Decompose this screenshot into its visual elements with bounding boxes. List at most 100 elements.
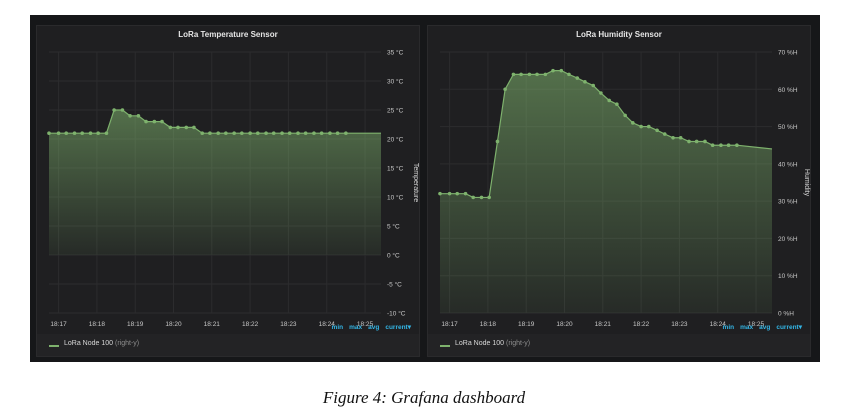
y-tick-label: 30 %H bbox=[778, 199, 798, 206]
x-tick-label: 18:17 bbox=[50, 321, 67, 328]
data-point bbox=[280, 131, 284, 135]
stat-current[interactable]: current▾ bbox=[385, 324, 411, 331]
stat-current[interactable]: current▾ bbox=[776, 324, 802, 331]
data-point bbox=[463, 191, 468, 196]
legend: LoRa Node 100 (right-y) bbox=[428, 334, 810, 356]
data-point bbox=[104, 131, 109, 135]
data-point bbox=[583, 80, 587, 84]
legend-stats: min max avg current▾ bbox=[717, 323, 802, 331]
x-tick-label: 18:20 bbox=[165, 321, 182, 328]
data-point bbox=[192, 125, 196, 130]
data-point bbox=[671, 135, 675, 140]
y-tick-label: 10 °C bbox=[387, 194, 404, 202]
x-tick-label: 18:24 bbox=[319, 321, 336, 328]
data-point bbox=[735, 143, 739, 148]
stat-max[interactable]: max bbox=[349, 324, 363, 331]
y-tick-label: 70 %H bbox=[778, 50, 798, 57]
data-point bbox=[646, 124, 651, 129]
data-point bbox=[438, 191, 442, 196]
data-point bbox=[487, 195, 491, 200]
legend-axis: (right-y) bbox=[115, 340, 140, 347]
data-point bbox=[479, 195, 484, 200]
y-tick-label: 35 °C bbox=[387, 49, 404, 57]
data-point bbox=[655, 128, 659, 133]
y-tick-label: 25 °C bbox=[387, 107, 404, 115]
x-tick-label: 18:21 bbox=[204, 321, 221, 328]
data-point bbox=[88, 131, 93, 135]
x-tick-label: 18:19 bbox=[127, 321, 144, 328]
x-tick-label: 18:22 bbox=[242, 321, 259, 328]
x-tick-label: 18:24 bbox=[710, 321, 727, 328]
data-point bbox=[455, 191, 460, 196]
data-point bbox=[240, 131, 244, 135]
data-point bbox=[136, 114, 141, 118]
data-point bbox=[551, 68, 555, 73]
data-point bbox=[335, 131, 340, 135]
stat-min[interactable]: min bbox=[722, 324, 735, 331]
x-tick-label: 18:23 bbox=[280, 321, 297, 328]
data-point bbox=[184, 125, 189, 130]
x-tick-label: 18:18 bbox=[89, 321, 106, 328]
data-point bbox=[120, 108, 125, 112]
stat-avg[interactable]: avg bbox=[759, 324, 771, 331]
data-point bbox=[615, 102, 619, 106]
data-point bbox=[96, 131, 100, 135]
y-tick-label: 5 °C bbox=[387, 223, 400, 231]
y-tick-label: 20 %H bbox=[778, 236, 798, 243]
x-tick-label: 18:23 bbox=[671, 321, 688, 328]
y-tick-label: 15 °C bbox=[387, 165, 404, 173]
panel-title[interactable]: LoRa Temperature Sensor bbox=[178, 30, 278, 39]
data-point bbox=[200, 131, 205, 135]
data-point bbox=[64, 131, 69, 135]
data-point bbox=[559, 68, 564, 73]
data-point bbox=[248, 131, 252, 135]
y-axis-label: Humidity bbox=[803, 169, 810, 197]
data-point bbox=[144, 119, 148, 124]
temperature-panel[interactable]: LoRa Temperature Sensor 35 °C 30 °C 25 °C 2… bbox=[36, 25, 420, 357]
series-color-swatch[interactable] bbox=[49, 345, 59, 347]
data-point bbox=[662, 132, 667, 136]
stat-avg[interactable]: avg bbox=[368, 324, 380, 331]
data-point bbox=[607, 98, 611, 103]
data-point bbox=[303, 131, 308, 135]
y-tick-label: 40 %H bbox=[778, 161, 798, 168]
data-point bbox=[678, 135, 683, 140]
series-line bbox=[49, 109, 381, 134]
legend-series-name[interactable]: LoRa Node 100 bbox=[64, 340, 114, 347]
data-point bbox=[312, 131, 316, 135]
panel-title[interactable]: LoRa Humidity Sensor bbox=[576, 30, 662, 39]
series-color-swatch[interactable] bbox=[440, 345, 450, 347]
data-point bbox=[255, 131, 260, 135]
data-point bbox=[160, 119, 164, 124]
data-point bbox=[208, 131, 212, 135]
stat-min[interactable]: min bbox=[331, 324, 344, 331]
humidity-panel[interactable]: LoRa Humidity Sensor 70 %H 60 %H 50 %H 40 %… bbox=[427, 25, 811, 357]
stat-max[interactable]: max bbox=[740, 324, 754, 331]
x-tick-label: 18:19 bbox=[518, 321, 535, 328]
series-area bbox=[49, 110, 381, 255]
data-point bbox=[447, 191, 452, 196]
data-point bbox=[567, 72, 571, 77]
x-tick-label: 18:22 bbox=[633, 321, 650, 328]
data-point bbox=[152, 119, 157, 124]
y-tick-label: -10 °C bbox=[387, 310, 406, 318]
x-tick-label: 18:21 bbox=[595, 321, 612, 328]
x-tick-label: 18:25 bbox=[357, 321, 374, 328]
data-point bbox=[319, 131, 324, 135]
data-point bbox=[575, 76, 580, 80]
x-tick-label: 18:20 bbox=[556, 321, 573, 328]
data-point bbox=[168, 125, 173, 130]
data-point bbox=[535, 72, 539, 77]
data-point bbox=[271, 131, 276, 135]
legend-series-name[interactable]: LoRa Node 100 bbox=[455, 340, 505, 347]
data-point bbox=[112, 108, 116, 112]
data-point bbox=[176, 125, 180, 130]
data-point bbox=[56, 131, 61, 135]
data-point bbox=[328, 131, 332, 135]
legend-stats: min max avg current▾ bbox=[326, 323, 411, 331]
data-point bbox=[344, 131, 348, 135]
data-point bbox=[639, 124, 643, 129]
y-tick-label: -5 °C bbox=[387, 281, 402, 289]
x-tick-label: 18:25 bbox=[748, 321, 765, 328]
y-tick-label: 50 %H bbox=[778, 124, 798, 131]
